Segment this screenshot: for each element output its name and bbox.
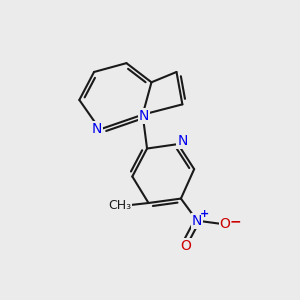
Text: N: N [177, 134, 188, 148]
Text: O: O [220, 217, 230, 231]
Text: N: N [92, 122, 102, 136]
Text: +: + [200, 209, 209, 219]
Text: O: O [180, 239, 191, 253]
Text: CH₃: CH₃ [108, 200, 131, 212]
Text: N: N [192, 214, 202, 228]
Text: N: N [139, 109, 149, 123]
Text: −: − [230, 214, 241, 228]
